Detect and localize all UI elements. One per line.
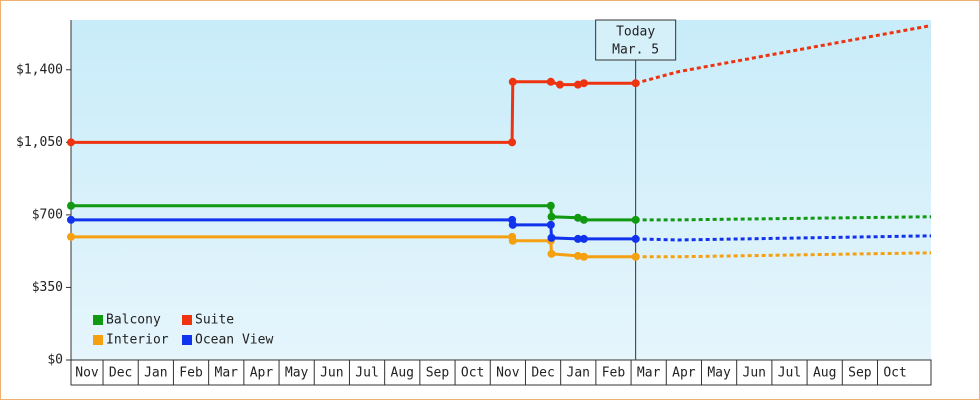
point (579, 79, 588, 88)
y-tick-label: $700 (32, 207, 63, 222)
x-tick-label: Sep (848, 366, 872, 381)
x-tick-label: May (285, 366, 309, 381)
point (573, 234, 582, 243)
x-tick-label: Aug (391, 366, 414, 381)
x-tick-label: Apr (672, 366, 696, 381)
plot-area (71, 20, 931, 360)
x-tick-label: Jul (778, 366, 801, 381)
point (547, 249, 556, 258)
forecast-line (635, 24, 932, 85)
series-line (71, 204, 636, 222)
y-tick-label: $1,050 (16, 135, 63, 150)
today-label: Mar. 5 (612, 43, 659, 58)
x-tick-label: Nov (496, 366, 520, 381)
point (508, 220, 517, 229)
point (546, 220, 555, 229)
today-box (595, 19, 677, 61)
y-tick-label: $350 (32, 280, 63, 295)
legend-label: Balcony (106, 313, 161, 328)
point (67, 215, 75, 224)
y-tick-label: $1,400 (16, 62, 63, 77)
forecast-line (635, 234, 932, 242)
point (67, 232, 75, 241)
x-tick-label: Jan (567, 366, 590, 381)
point (631, 215, 640, 224)
point (579, 215, 588, 224)
point (631, 234, 640, 243)
point (547, 233, 556, 242)
legend-label: Ocean View (195, 333, 273, 348)
x-tick-label: Dec (531, 366, 554, 381)
point (508, 138, 517, 147)
x-tick-label: Jun (743, 366, 766, 381)
x-tick-label: Feb (179, 366, 203, 381)
x-tick-label: Jan (144, 366, 167, 381)
x-tick-label: Jun (320, 366, 343, 381)
legend-swatch (93, 335, 103, 345)
forecast-line (635, 251, 932, 259)
x-tick-label: Mar (637, 366, 661, 381)
point (631, 252, 640, 261)
point (579, 252, 588, 261)
legend-swatch (93, 315, 103, 325)
point (546, 77, 555, 86)
point (67, 201, 75, 210)
point (547, 212, 556, 221)
x-tick-label: Feb (602, 366, 626, 381)
point (67, 138, 75, 147)
x-tick-label: May (707, 366, 731, 381)
x-tick-label: Oct (883, 366, 906, 381)
x-tick-label: Jul (355, 366, 378, 381)
x-tick-label: Aug (813, 366, 836, 381)
x-tick-label: Oct (461, 366, 484, 381)
x-tick-label: Mar (215, 366, 239, 381)
point (508, 236, 517, 245)
forecast-line (635, 215, 932, 222)
legend-swatch (182, 315, 192, 325)
point (546, 201, 555, 210)
y-tick-label: $0 (47, 353, 63, 368)
point (573, 251, 582, 260)
x-tick-label: Sep (426, 366, 450, 381)
x-axis-band (70, 359, 932, 386)
legend-label: Suite (195, 313, 234, 328)
point (508, 77, 517, 86)
x-tick-label: Dec (109, 366, 132, 381)
x-tick-label: Apr (250, 366, 274, 381)
legend-label: Interior (106, 333, 169, 348)
today-label: Today (616, 25, 655, 40)
x-tick-label: Nov (75, 366, 99, 381)
point (579, 234, 588, 243)
legend-swatch (182, 335, 192, 345)
point (631, 79, 640, 88)
point (573, 80, 582, 89)
point (555, 80, 564, 89)
